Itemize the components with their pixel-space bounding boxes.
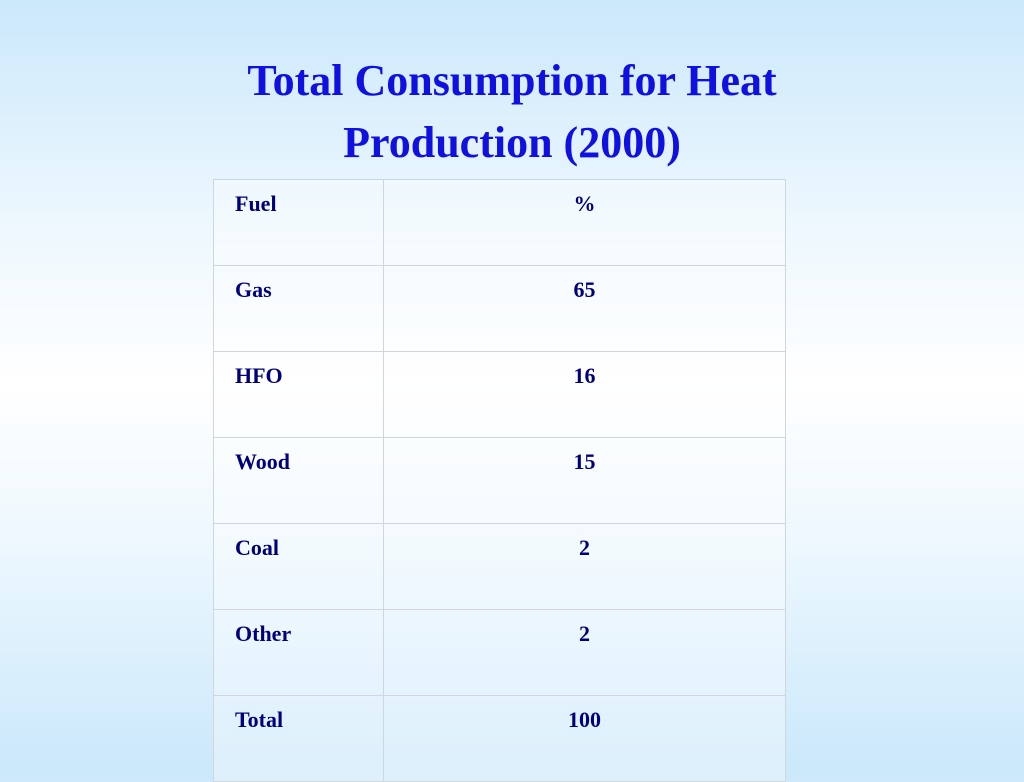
slide-title: Total Consumption for Heat Production (2… — [247, 56, 777, 167]
table-cell: 16 — [383, 351, 786, 438]
table-cell: Wood — [213, 437, 384, 524]
table-cell: % — [383, 179, 786, 266]
table-cell: Other — [213, 609, 384, 696]
table-cell: Fuel — [213, 179, 384, 266]
table-row: Gas 65 — [213, 265, 786, 352]
table-cell: HFO — [213, 351, 384, 438]
table-cell: 65 — [383, 265, 786, 352]
table-cell: Coal — [213, 523, 384, 610]
table-cell: Gas — [213, 265, 384, 352]
table-row: Wood 15 — [213, 437, 786, 524]
table-row: Coal 2 — [213, 523, 786, 610]
table-cell: 2 — [383, 609, 786, 696]
table-body: Fuel% Gas 65 HFO 16 Wood 15 Coal 2 Other 2 Total 100 — [213, 179, 786, 782]
fuel-table: Fuel% Gas 65 HFO 16 Wood 15 Coal 2 Other 2 Total 100 — [213, 179, 786, 782]
table-cell: Total — [213, 695, 384, 782]
table-row: HFO 16 — [213, 351, 786, 438]
table-row: Other 2 — [213, 609, 786, 696]
table-cell: 15 — [383, 437, 786, 524]
table-row: Fuel% — [213, 179, 786, 266]
table-row: Total 100 — [213, 695, 786, 782]
table-cell: 2 — [383, 523, 786, 610]
table-cell: 100 — [383, 695, 786, 782]
